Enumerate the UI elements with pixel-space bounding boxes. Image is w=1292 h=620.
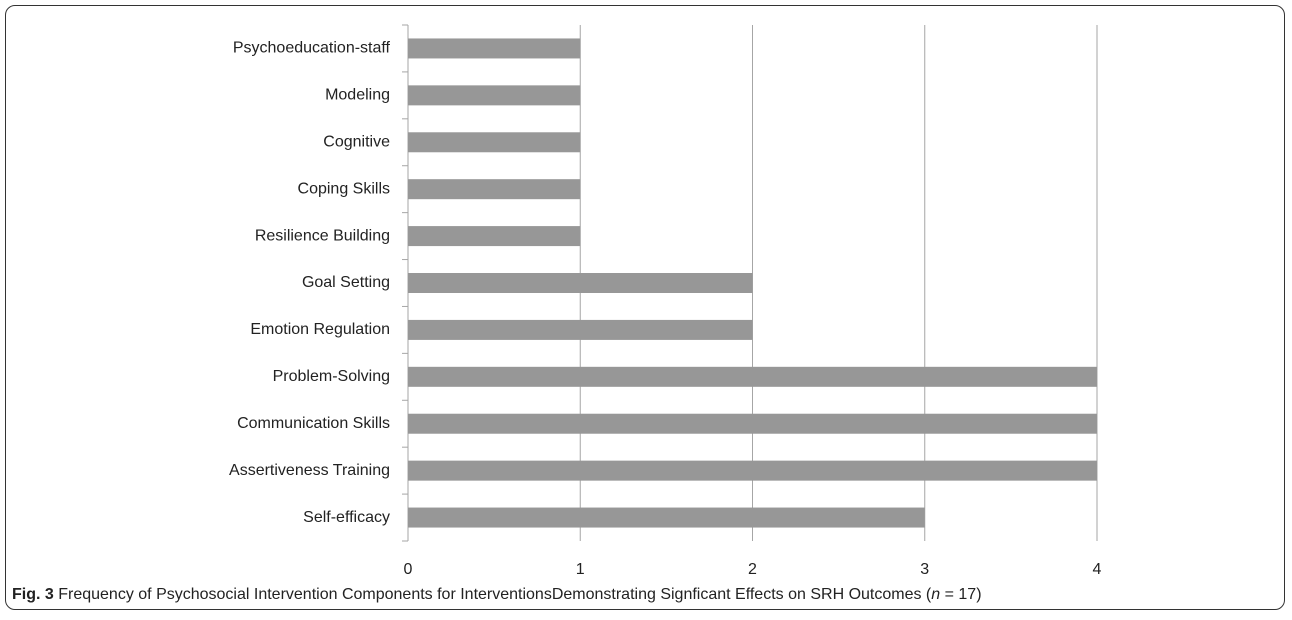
caption-n: n <box>931 586 941 603</box>
y-tick-label: Coping Skills <box>298 180 390 197</box>
y-tick-label: Self-efficacy <box>303 509 390 526</box>
x-tick-label: 3 <box>920 561 929 578</box>
caption-label: Fig. 3 <box>12 586 54 603</box>
bar <box>408 460 1097 481</box>
bar <box>408 366 1097 387</box>
bar <box>408 132 581 153</box>
bar <box>408 38 581 59</box>
bar <box>408 319 753 340</box>
y-tick-label: Problem-Solving <box>273 368 390 385</box>
chart: 0 1 2 3 4 Psychoeducation-staff Modeling Cognit… <box>229 24 1102 578</box>
y-tick-label: Emotion Regulation <box>250 321 390 338</box>
bar <box>408 413 1097 434</box>
bar <box>408 85 581 106</box>
bar <box>408 507 925 528</box>
caption-end: = 17) <box>940 586 982 603</box>
y-tick-label: Goal Setting <box>302 274 390 291</box>
y-tick-label: Modeling <box>325 87 390 104</box>
bar <box>408 226 581 247</box>
x-tick-label: 2 <box>748 561 757 578</box>
y-tick-label: Communication Skills <box>237 415 390 432</box>
y-tick-label: Resilience Building <box>255 227 390 244</box>
caption-text: Frequency of Psychosocial Intervention C… <box>58 586 932 603</box>
x-tick-label: 0 <box>404 561 413 578</box>
x-tick-label: 4 <box>1093 561 1102 578</box>
bar <box>408 179 581 200</box>
bar <box>408 273 753 293</box>
figure-frame <box>5 5 1285 610</box>
x-tick-label: 1 <box>576 561 585 578</box>
caption: Fig. 3 Frequency of Psychosocial Interve… <box>12 586 982 604</box>
y-tick-label: Assertiveness Training <box>229 462 390 479</box>
y-tick-label: Psychoeducation-staff <box>233 40 391 57</box>
y-tick-label: Cognitive <box>323 133 390 150</box>
